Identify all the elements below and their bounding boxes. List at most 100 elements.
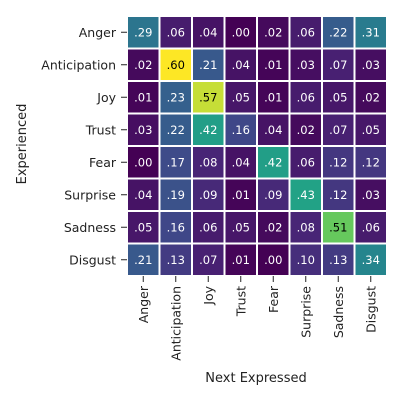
heatmap-cell-0-7 (355, 17, 386, 48)
y-tick-label: Surprise (64, 187, 116, 202)
heatmap-cell-3-0 (128, 114, 159, 145)
cell-value-label: .12 (362, 155, 380, 169)
x-tick-label: Trust (233, 286, 248, 317)
heatmap-cell-6-3 (225, 212, 256, 243)
cell-value-label: .42 (264, 155, 282, 169)
cell-value-label: .07 (329, 58, 347, 72)
heatmap-cell-5-0 (128, 179, 159, 210)
heatmap-cell-1-6 (323, 49, 354, 80)
cell-value-label: .09 (199, 188, 217, 202)
heatmap-cell-5-7 (355, 179, 386, 210)
heatmap-cell-2-2 (193, 82, 224, 113)
cell-value-label: .22 (329, 25, 347, 39)
cell-value-label: .00 (232, 25, 250, 39)
heatmap-cell-6-6 (323, 212, 354, 243)
cell-value-label: .03 (362, 188, 380, 202)
y-tick-label: Anticipation (41, 57, 116, 72)
heatmap-cell-5-3 (225, 179, 256, 210)
heatmap-cell-4-6 (323, 147, 354, 178)
cell-value-label: .12 (329, 155, 347, 169)
cell-value-label: .05 (329, 90, 347, 104)
heatmap-cell-0-1 (160, 17, 191, 48)
cell-value-label: .57 (199, 90, 217, 104)
heatmap-cell-4-3 (225, 147, 256, 178)
cell-value-label: .34 (362, 253, 380, 267)
heatmap-cell-1-5 (290, 49, 321, 80)
heatmap-cell-3-2 (193, 114, 224, 145)
heatmap-cell-4-0 (128, 147, 159, 178)
heatmap-cell-6-4 (258, 212, 289, 243)
x-tick-label: Sadness (331, 286, 346, 338)
heatmap-cell-2-4 (258, 82, 289, 113)
x-tick-label: Fear (266, 285, 281, 313)
cell-value-label: .42 (199, 123, 217, 137)
cell-value-label: .00 (134, 155, 152, 169)
heatmap-cell-0-4 (258, 17, 289, 48)
cell-value-label: .05 (362, 123, 380, 137)
cell-value-label: .01 (232, 188, 250, 202)
cell-value-label: .12 (329, 188, 347, 202)
heatmap-cell-1-1 (160, 49, 191, 80)
heatmap-cell-7-7 (355, 244, 386, 275)
cell-value-label: .29 (134, 25, 152, 39)
x-tick-label: Anticipation (168, 286, 183, 361)
heatmap-cell-5-2 (193, 179, 224, 210)
cell-value-label: .01 (264, 58, 282, 72)
cell-value-label: .01 (134, 90, 152, 104)
heatmap-cell-6-0 (128, 212, 159, 243)
heatmap-cell-0-6 (323, 17, 354, 48)
x-tick-label: Surprise (298, 286, 313, 338)
cell-value-label: .51 (329, 220, 347, 234)
heatmap-cell-5-5 (290, 179, 321, 210)
heatmap-cell-6-7 (355, 212, 386, 243)
cell-value-label: .06 (199, 220, 217, 234)
y-axis-ticks: Anger Anticipation Joy Trust Fear Surprise Sad… (41, 25, 127, 267)
heatmap-cell-5-1 (160, 179, 191, 210)
y-tick-label: Sadness (64, 220, 116, 235)
cell-value-label: .07 (199, 253, 217, 267)
cell-value-label: .06 (297, 155, 315, 169)
heatmap-cell-0-5 (290, 17, 321, 48)
x-tick-label: Joy (201, 285, 216, 305)
cell-value-label: .13 (329, 253, 347, 267)
heatmap-cell-1-0 (128, 49, 159, 80)
heatmap-cell-4-4 (258, 147, 289, 178)
cell-value-label: .00 (264, 253, 282, 267)
cell-value-label: .03 (297, 58, 315, 72)
cell-value-label: .01 (264, 90, 282, 104)
cell-value-label: .21 (199, 58, 217, 72)
cell-value-label: .06 (167, 25, 185, 39)
y-axis-label: Experienced (15, 104, 30, 185)
cell-value-label: .60 (167, 58, 185, 72)
heatmap-cell-6-5 (290, 212, 321, 243)
heatmap-cell-5-4 (258, 179, 289, 210)
heatmap-cell-6-1 (160, 212, 191, 243)
heatmap-cell-5-6 (323, 179, 354, 210)
cell-value-label: .04 (232, 155, 250, 169)
heatmap-cell-6-2 (193, 212, 224, 243)
heatmap-cell-2-5 (290, 82, 321, 113)
heatmap-cell-0-2 (193, 17, 224, 48)
heatmap-cell-7-2 (193, 244, 224, 275)
cell-value-label: .31 (362, 25, 380, 39)
heatmap-cell-4-1 (160, 147, 191, 178)
cell-value-label: .08 (297, 220, 315, 234)
cell-value-label: .06 (297, 25, 315, 39)
cell-value-label: .22 (167, 123, 185, 137)
heatmap-cell-7-4 (258, 244, 289, 275)
cell-value-label: .09 (264, 188, 282, 202)
cell-value-label: .13 (167, 253, 185, 267)
cell-value-label: .05 (134, 220, 152, 234)
cell-value-label: .02 (297, 123, 315, 137)
heatmap-cell-3-7 (355, 114, 386, 145)
cell-value-label: .19 (167, 188, 185, 202)
heatmap-cell-3-6 (323, 114, 354, 145)
heatmap-cell-2-7 (355, 82, 386, 113)
x-axis-label: Next Expressed (205, 371, 306, 386)
x-tick-label: Anger (136, 285, 151, 323)
y-tick-label: Anger (79, 25, 117, 40)
y-tick-label: Joy (96, 90, 116, 105)
heatmap-cell-7-0 (128, 244, 159, 275)
heatmap-cell-0-0 (128, 17, 159, 48)
heatmap-cell-3-5 (290, 114, 321, 145)
